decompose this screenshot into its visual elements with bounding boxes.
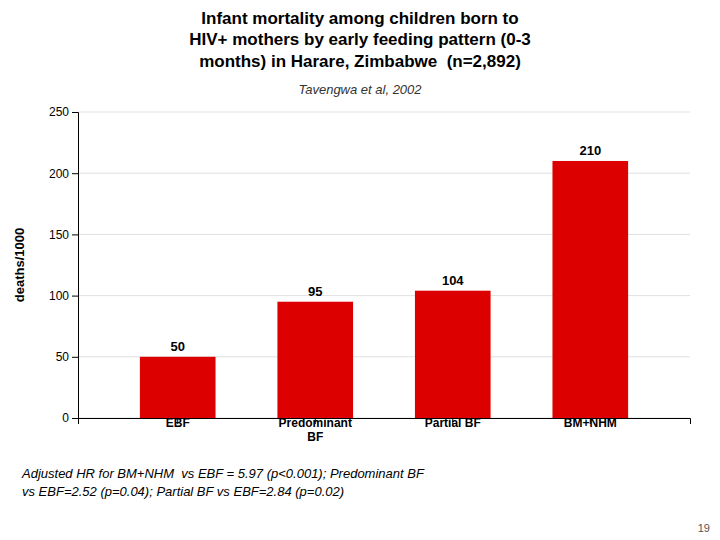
bar — [552, 161, 628, 418]
chart: Infant mortality among children born to H… — [0, 0, 720, 540]
plot: 0 50 100 150 200 250 EBF PredominantBF Partial B… — [49, 105, 691, 443]
annotation: Adjusted HR for BM+NHM vs EBF = 5.97 (p<… — [21, 466, 425, 499]
x-tick-label: BM+NHM — [564, 416, 617, 430]
annotation-line: vs EBF=2.52 (p=0.04); Partial BF vs EBF=… — [22, 484, 344, 499]
bar — [277, 302, 353, 418]
y-axis-line — [72, 113, 79, 419]
title: Infant mortality among children born to H… — [189, 9, 531, 71]
data-label: 50 — [170, 339, 184, 354]
page-number: 19 — [698, 522, 710, 534]
x-tick-label: EBF — [166, 416, 190, 430]
bar — [415, 291, 491, 418]
data-labels: 50 95 104 210 — [170, 143, 601, 354]
x-tick-label: PredominantBF — [279, 416, 352, 444]
y-tick: 200 — [49, 167, 78, 181]
x-tick: BM+NHM — [564, 416, 617, 430]
y-tick-label: 0 — [62, 411, 69, 425]
bars — [140, 161, 628, 418]
y-tick-label: 50 — [56, 350, 70, 364]
y-tick-mark — [72, 234, 78, 235]
bar — [140, 357, 216, 418]
y-tick-mark — [72, 173, 78, 174]
y-tick-label: 150 — [49, 228, 69, 242]
y-axis-title: deaths/1000 — [12, 228, 27, 302]
x-axis: EBF PredominantBF Partial BF BM+NHM — [79, 416, 691, 444]
y-tick-mark — [72, 357, 78, 358]
x-tick-label-line: Predominant — [279, 416, 352, 430]
x-tick: PredominantBF — [279, 416, 352, 444]
title-line: months) in Harare, Zimbabwe (n=2,892) — [199, 52, 521, 71]
x-tick-label: Partial BF — [425, 416, 481, 430]
y-tick-mark — [72, 112, 78, 113]
title-line: Infant mortality among children born to — [201, 9, 518, 28]
subtitle: Tavengwa et al, 2002 — [298, 82, 422, 97]
y-tick: 100 — [49, 289, 78, 303]
x-tick-label-line: EBF — [166, 416, 190, 430]
x-tick-label-line: BF — [307, 430, 323, 444]
annotation-line: Adjusted HR for BM+NHM vs EBF = 5.97 (p<… — [21, 466, 425, 481]
grid-line — [78, 112, 690, 113]
y-tick: 250 — [49, 105, 78, 119]
y-tick: 0 — [62, 411, 78, 425]
y-tick-mark — [72, 296, 78, 297]
grid — [78, 112, 690, 418]
x-tick: Partial BF — [425, 416, 481, 430]
y-tick: 50 — [56, 350, 78, 364]
y-tick-mark — [72, 418, 78, 419]
data-label: 95 — [308, 284, 322, 299]
title-line: HIV+ mothers by early feeding pattern (0… — [189, 30, 531, 49]
x-tick: EBF — [166, 416, 190, 430]
data-label: 104 — [442, 273, 464, 288]
y-axis: 0 50 100 150 200 250 — [49, 105, 79, 425]
y-tick: 150 — [49, 228, 78, 242]
x-tick-label-line: Partial BF — [425, 416, 481, 430]
x-tick-label-line: BM+NHM — [564, 416, 617, 430]
data-label: 210 — [579, 143, 601, 158]
y-tick-label: 100 — [49, 289, 69, 303]
y-tick-label: 200 — [49, 167, 69, 181]
y-tick-label: 250 — [49, 105, 69, 119]
